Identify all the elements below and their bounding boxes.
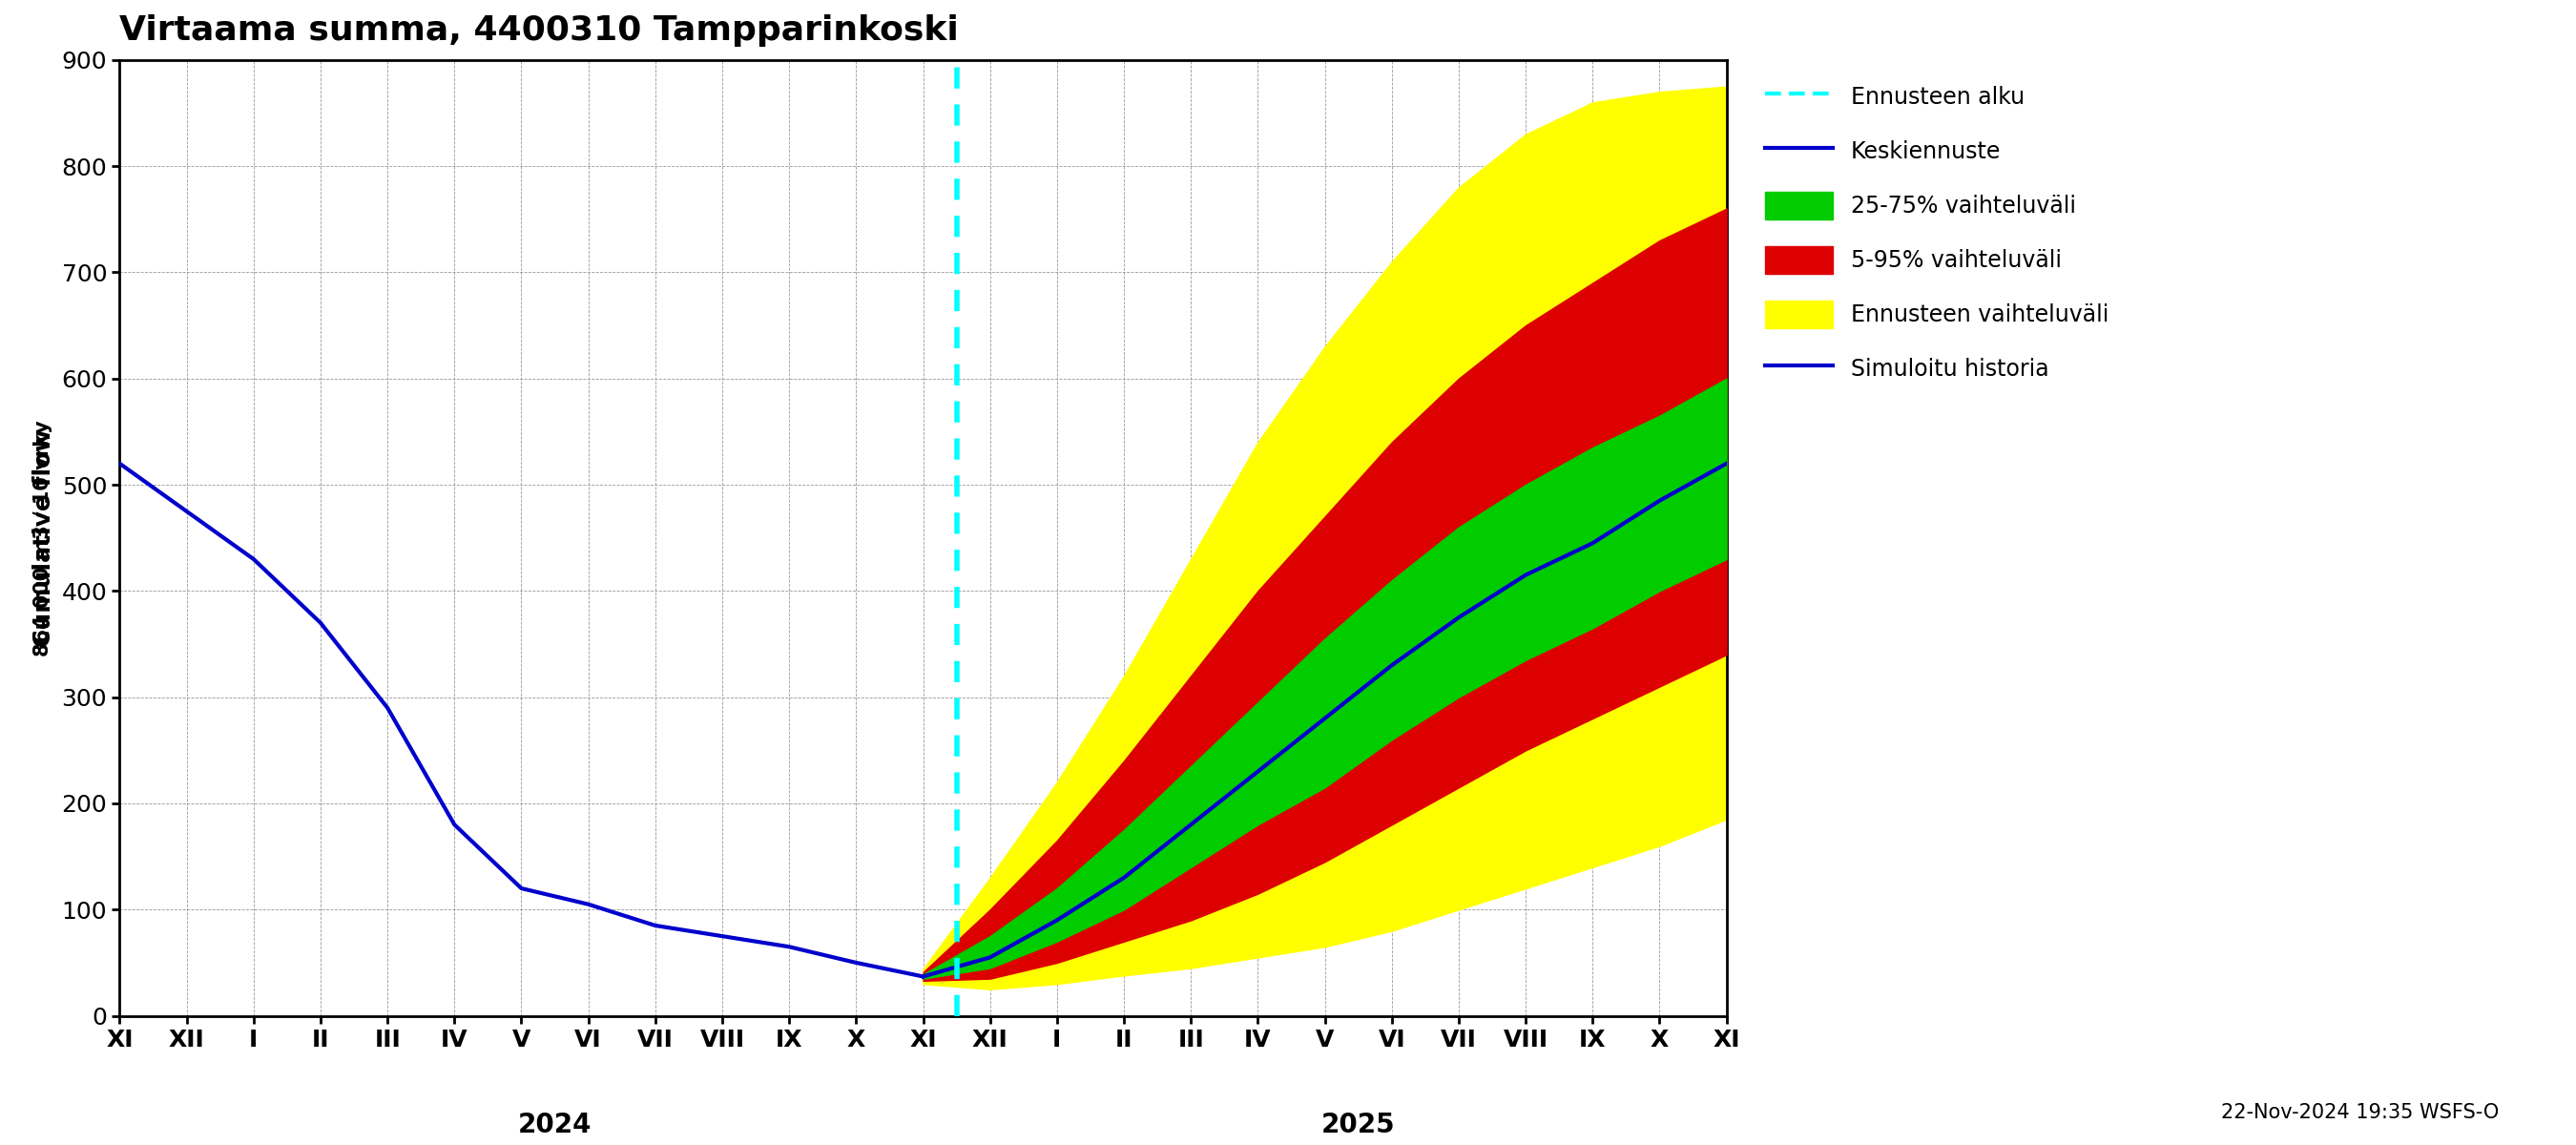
Text: 22-Nov-2024 19:35 WSFS-O: 22-Nov-2024 19:35 WSFS-O bbox=[2221, 1103, 2499, 1122]
Text: 864 000 m3 / 10 vrky: 864 000 m3 / 10 vrky bbox=[33, 420, 52, 656]
Text: 2025: 2025 bbox=[1321, 1112, 1396, 1138]
Y-axis label: Cumulative flow: Cumulative flow bbox=[31, 429, 54, 647]
Text: Virtaama summa, 4400310 Tampparinkoski: Virtaama summa, 4400310 Tampparinkoski bbox=[118, 14, 958, 47]
Text: 2024: 2024 bbox=[518, 1112, 592, 1138]
Legend: Ennusteen alku, Keskiennuste, 25-75% vaihteluväli, 5-95% vaihteluväli, Ennusteen: Ennusteen alku, Keskiennuste, 25-75% vai… bbox=[1754, 71, 2120, 394]
